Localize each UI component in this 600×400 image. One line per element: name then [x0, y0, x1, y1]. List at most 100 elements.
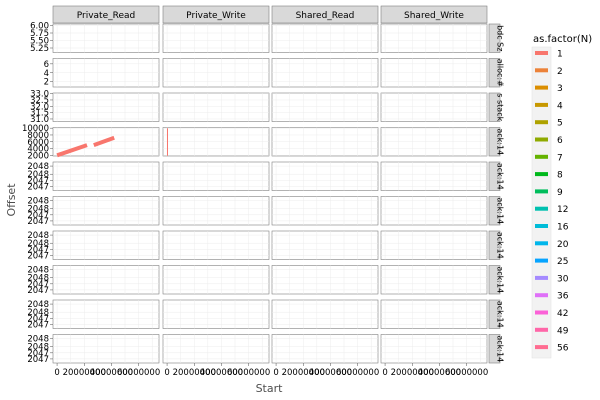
x-tick-label: 40000000	[418, 368, 461, 378]
y-tick-label: 4	[44, 69, 49, 79]
y-tick-label: 2047	[27, 176, 49, 186]
y-tick-label: 5.25	[30, 44, 49, 54]
x-tick-label: 60000000	[227, 368, 270, 378]
legend-key-area	[531, 46, 552, 359]
x-tick-label: 20000000	[173, 368, 216, 378]
legend-swatch	[535, 310, 548, 315]
series-line-N1	[56, 143, 88, 158]
legend-swatch	[535, 258, 548, 263]
facet-panel	[380, 92, 488, 122]
legend-swatch	[535, 327, 548, 332]
legend-swatch	[535, 102, 548, 107]
y-tick-label: 4000	[27, 145, 49, 155]
y-tick-label: 6	[44, 60, 49, 70]
legend-swatch	[535, 224, 548, 228]
x-tick-label: 20000000	[282, 368, 325, 378]
row-strip-label: ack:14	[496, 163, 505, 190]
legend-label: 1	[557, 50, 563, 60]
y-tick-label: 2047	[27, 349, 49, 359]
y-tick-label: 32.5	[30, 96, 49, 106]
y-tick-label: 2048	[27, 335, 49, 345]
y-tick-label: 6.00	[30, 22, 49, 32]
y-axes: 6.005.755.505.25 642 33.032.532.031.531.01…	[22, 22, 53, 365]
y-tick-label: 2047	[27, 211, 49, 221]
y-axis-title: Offset	[5, 183, 18, 217]
y-tick-label: 2047	[27, 286, 49, 296]
row-strip-label: alloc:#	[496, 59, 505, 87]
y-tick-label: 5.50	[30, 37, 49, 47]
x-tick-label: 40000000	[90, 368, 133, 378]
legend-label: 16	[557, 223, 569, 233]
y-tick-label: 2048	[27, 231, 49, 241]
x-tick-label: 20000000	[391, 368, 434, 378]
x-tick-label: 0	[273, 368, 278, 378]
y-tick-label: 33.0	[30, 90, 49, 100]
row-strip-bg	[488, 196, 501, 226]
column-strip-bg	[271, 5, 379, 24]
x-tick-label: 0	[382, 368, 387, 378]
legend-label: 4	[557, 101, 563, 111]
legend-title: as.factor(N)	[533, 34, 592, 45]
legend-label: 3	[557, 84, 563, 94]
legend-swatch	[535, 137, 548, 142]
y-tick-label: 2	[44, 78, 49, 88]
column-strip-label: Private_Write	[186, 11, 246, 21]
legend-label: 25	[557, 257, 568, 267]
y-tick-label: 2048	[27, 205, 49, 215]
column-strip-label: Shared_Read	[296, 11, 355, 21]
legend-label: 7	[557, 153, 563, 163]
legend-swatch	[535, 172, 548, 177]
column-strips: Private_Read Private_Write Shared_Read Shar…	[52, 5, 488, 24]
legend-swatch	[535, 345, 548, 350]
legend-swatch	[535, 85, 548, 90]
legend-label: 30	[557, 274, 569, 284]
row-strip-label: ack:14	[496, 128, 505, 155]
x-tick-label: 0	[164, 368, 169, 378]
row-strip-bg	[488, 265, 501, 295]
facet-panels	[52, 23, 488, 364]
row-strip-bg	[488, 230, 501, 260]
row-strip-bg	[488, 299, 501, 329]
column-strip-bg	[162, 5, 270, 24]
y-tick-label: 32.0	[30, 102, 49, 112]
row-strip-label: s stack	[496, 93, 505, 121]
legend-swatch	[535, 154, 548, 159]
row-strip-label: ack:14	[496, 335, 505, 362]
y-tick-label: 2000	[27, 151, 49, 161]
legend-swatch	[535, 68, 548, 73]
y-tick-label: 2048	[27, 343, 49, 353]
row-strip-bg	[488, 92, 501, 122]
legend-label: 36	[557, 292, 569, 302]
legend-label: 49	[557, 326, 569, 336]
y-tick-label: 2048	[27, 308, 49, 318]
row-strip-label: ack:14	[496, 266, 505, 293]
row-strip-bg	[488, 161, 501, 191]
legend-swatch	[535, 206, 548, 211]
legend-label: 6	[557, 136, 563, 146]
x-tick-label: 60000000	[336, 368, 379, 378]
y-tick-label: 2047	[27, 182, 49, 192]
y-tick-label: 2048	[27, 162, 49, 172]
x-tick-label: 60000000	[445, 368, 488, 378]
legend-label: 42	[557, 309, 568, 319]
column-strip-label: Private_Read	[77, 11, 136, 21]
row-strip-label: ack:14	[496, 197, 505, 224]
x-tick-label: 40000000	[309, 368, 352, 378]
x-tick-label: 20000000	[63, 368, 106, 378]
facet-panel	[162, 92, 270, 122]
y-tick-label: 2048	[27, 300, 49, 310]
legend-label: 2	[557, 67, 563, 77]
y-tick-label: 2047	[27, 251, 49, 261]
legend-label: 9	[557, 188, 563, 198]
y-tick-label: 5.75	[30, 29, 49, 39]
row-strip-bg	[488, 127, 501, 157]
column-strip-bg	[380, 5, 488, 24]
legend-label: 20	[557, 240, 569, 250]
row-strip-bg	[488, 334, 501, 364]
row-strip-label: bdc Sz	[496, 25, 505, 51]
row-strips: bdc Sz alloc:# s stack ack:14 ack:14 ack:14 ac…	[488, 23, 505, 364]
y-tick-label: 2047	[27, 320, 49, 330]
